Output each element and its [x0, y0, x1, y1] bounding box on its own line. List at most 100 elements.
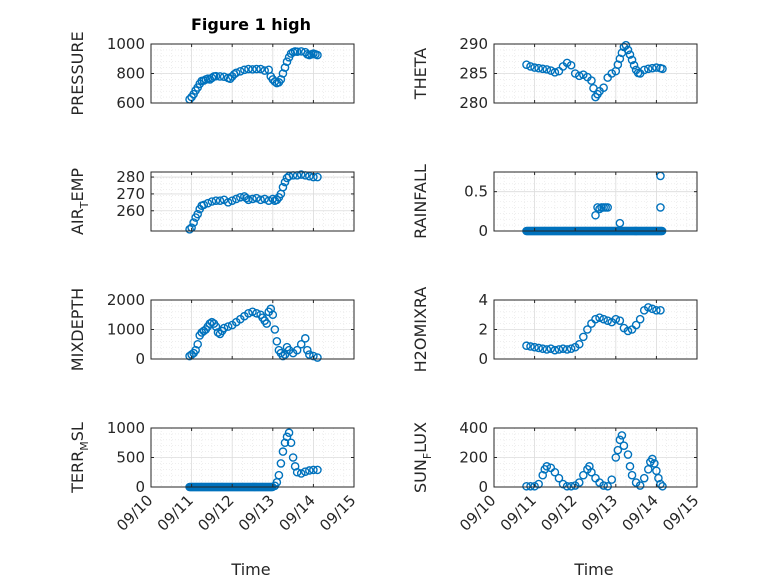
data-point	[603, 316, 612, 325]
data-point	[309, 465, 318, 475]
data-series	[522, 303, 665, 355]
data-point	[579, 470, 588, 480]
data-point	[280, 438, 290, 448]
data-point	[574, 71, 584, 81]
minor-grid	[150, 171, 355, 232]
data-series	[185, 170, 322, 234]
data-point	[585, 462, 594, 471]
data-point	[648, 63, 657, 73]
data-point	[538, 344, 548, 353]
data-point	[538, 64, 548, 74]
data-point	[256, 64, 265, 74]
data-point	[599, 481, 608, 490]
x-tick-label: 09/10	[113, 491, 156, 534]
data-point	[193, 209, 202, 219]
data-point	[244, 64, 253, 74]
data-point	[252, 64, 261, 74]
y-tick-label: 2	[478, 321, 488, 339]
subplot-1: 600 800 1000 PRESSURE	[68, 31, 355, 116]
data-series	[522, 40, 667, 102]
data-point	[276, 459, 286, 468]
y-tick-label: 280	[116, 168, 145, 186]
y-tick-label: 290	[459, 35, 488, 53]
x-axis-label-left: Time	[230, 560, 270, 579]
y-tick-label: 2000	[107, 291, 145, 309]
y-tick-label: 280	[459, 94, 488, 112]
data-point	[290, 462, 300, 471]
data-point	[583, 325, 592, 334]
data-point	[286, 438, 296, 448]
data-point	[538, 470, 548, 480]
subplot-2: 280 285 290 THETA	[411, 35, 698, 112]
subplot-4: 0 0.5 RAINFALL	[411, 164, 698, 240]
data-point	[607, 475, 617, 484]
data-point	[244, 195, 253, 205]
data-point	[270, 325, 280, 334]
data-point	[546, 66, 556, 75]
data-point	[252, 193, 261, 203]
data-point	[303, 345, 312, 355]
subplot-6: 0 2 4 H2OMIXRA	[411, 287, 698, 372]
data-point	[595, 204, 604, 214]
data-point	[264, 196, 274, 205]
data-point	[629, 60, 639, 70]
y-tick-label: 0	[478, 222, 488, 240]
y-tick-label: 600	[116, 94, 145, 112]
data-point	[550, 68, 560, 77]
x-tick-label: 09/15	[316, 491, 359, 534]
y-tick-label: 1000	[107, 321, 145, 339]
data-point	[648, 304, 657, 314]
y-tick-label: 0.5	[464, 183, 488, 201]
data-point	[550, 467, 560, 477]
data-point	[231, 194, 241, 204]
y-tick-label: 1000	[107, 419, 145, 437]
data-point	[193, 339, 202, 349]
data-point	[252, 308, 261, 318]
data-point	[627, 55, 637, 65]
data-point	[542, 65, 552, 74]
data-point	[278, 351, 288, 361]
data-point	[656, 203, 665, 212]
data-point	[648, 454, 657, 464]
data-point	[282, 57, 292, 67]
data-point	[274, 470, 284, 480]
y-tick-label: 0	[135, 478, 145, 496]
data-point	[305, 466, 314, 475]
data-point	[613, 60, 623, 69]
y-tick-label: 400	[459, 419, 488, 437]
data-point	[207, 197, 217, 206]
data-point	[534, 343, 543, 353]
data-point	[542, 345, 552, 354]
data-point	[266, 304, 276, 314]
data-point	[260, 194, 269, 204]
data-point	[288, 453, 298, 462]
data-point	[278, 447, 288, 456]
data-point	[313, 50, 322, 60]
data-point	[213, 328, 223, 337]
data-point	[292, 345, 302, 355]
data-point	[643, 64, 653, 74]
data-point	[309, 351, 318, 361]
data-point	[185, 225, 194, 234]
data-series	[185, 304, 322, 362]
x-tick-label: 09/14	[619, 491, 662, 534]
x-tick-label: 09/12	[537, 491, 580, 534]
data-point	[603, 481, 612, 491]
data-point	[652, 63, 661, 72]
data-point	[554, 345, 564, 354]
data-point	[591, 314, 600, 324]
data-point	[613, 445, 623, 455]
data-point	[635, 314, 645, 324]
data-point	[658, 481, 667, 491]
y-axis-label: AIRTEMP	[68, 168, 91, 235]
data-point	[639, 473, 649, 483]
data-point	[599, 83, 608, 92]
data-point	[566, 344, 576, 353]
data-point	[262, 319, 272, 328]
data-point	[292, 47, 302, 56]
data-point	[658, 64, 667, 74]
data-point	[272, 336, 282, 346]
data-point	[542, 462, 552, 471]
